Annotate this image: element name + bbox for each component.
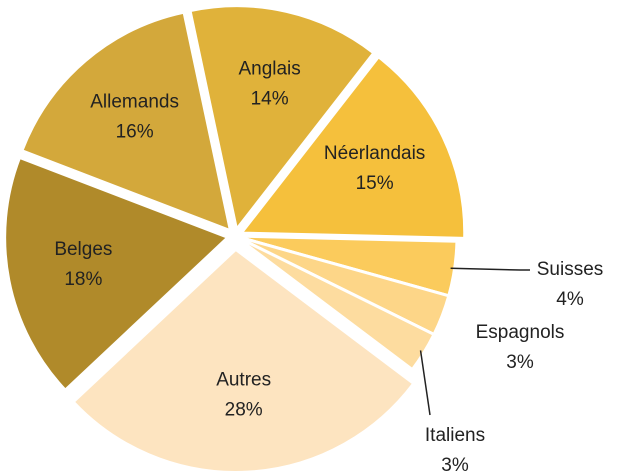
pie-slice bbox=[240, 55, 466, 239]
slice-label: Allemands bbox=[90, 92, 179, 113]
pie-slice bbox=[189, 5, 375, 231]
slice-label: Autres bbox=[216, 369, 271, 390]
slice-label: Anglais bbox=[238, 58, 300, 79]
pie-slice bbox=[4, 156, 229, 391]
slice-label: Italiens bbox=[425, 425, 485, 446]
slice-value: 16% bbox=[116, 122, 154, 143]
slice-value: 3% bbox=[506, 352, 534, 373]
slice-value: 15% bbox=[356, 173, 394, 194]
leader-line bbox=[450, 267, 530, 271]
leader-line bbox=[419, 350, 431, 416]
pie-slice bbox=[234, 234, 437, 372]
slice-value: 18% bbox=[64, 269, 102, 290]
slice-value: 3% bbox=[441, 455, 469, 473]
slice-label: Belges bbox=[54, 239, 112, 260]
pie-slice bbox=[72, 248, 415, 473]
slice-label: Espagnols bbox=[476, 322, 565, 343]
pie-slice bbox=[21, 11, 232, 232]
slice-value: 14% bbox=[251, 88, 289, 109]
slice-value: 4% bbox=[556, 289, 584, 310]
slice-label: Néerlandais bbox=[324, 143, 425, 164]
slice-value: 28% bbox=[225, 399, 263, 420]
slice-label: Suisses bbox=[537, 259, 604, 280]
